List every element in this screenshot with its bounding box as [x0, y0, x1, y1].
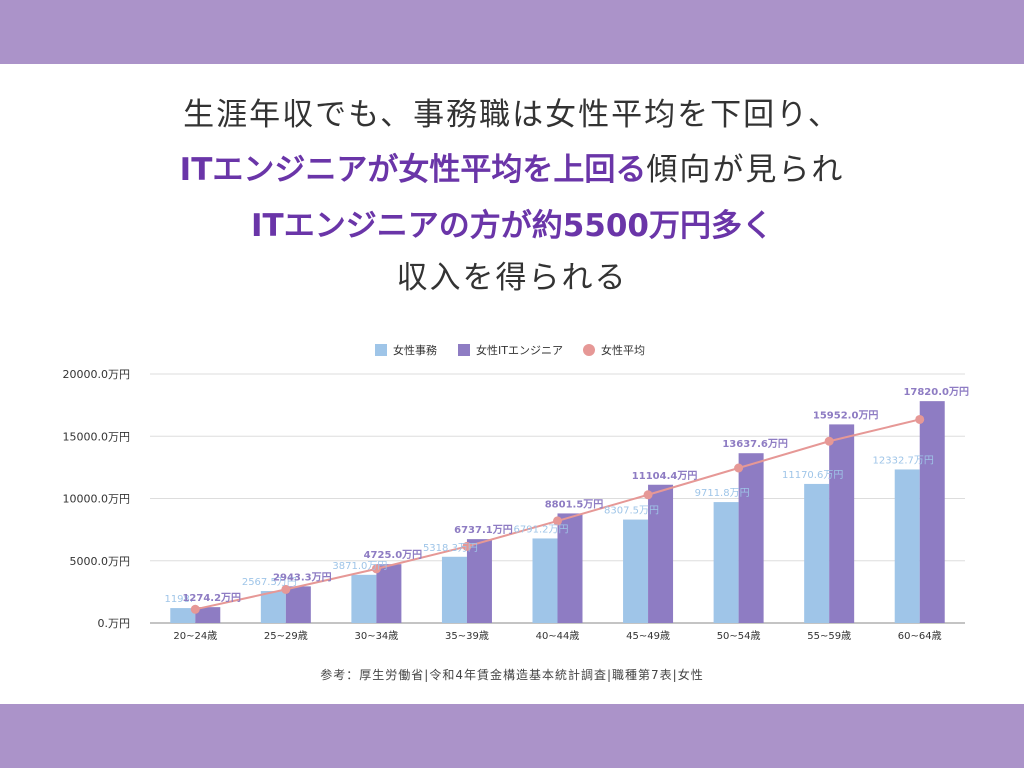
x-tick-label: 45~49歳	[626, 630, 670, 642]
legend-swatch	[583, 344, 595, 356]
top-banner	[0, 0, 1024, 64]
bar-office	[441, 556, 467, 623]
y-tick-label: 20000.0万円	[63, 368, 131, 381]
bar-office	[532, 538, 558, 623]
data-label-office: 11170.6万円	[782, 470, 843, 481]
bar-office	[170, 608, 196, 623]
data-label-it: 1274.2万円	[182, 592, 241, 604]
data-label-office: 12332.7万円	[873, 455, 934, 466]
bottom-banner	[0, 704, 1024, 768]
bar-it-engineer	[285, 586, 311, 623]
x-tick-label: 20~24歳	[173, 630, 217, 642]
x-tick-label: 50~54歳	[717, 630, 761, 642]
data-label-it: 11104.4万円	[632, 470, 698, 482]
data-label-it: 8801.5万円	[545, 498, 604, 510]
headline-line-3: ITエンジニアの方が約5500万円多く	[251, 208, 773, 244]
average-point	[462, 541, 472, 551]
bar-office	[351, 574, 377, 623]
data-label-it: 2943.3万円	[273, 571, 332, 583]
x-tick-label: 60~64歳	[898, 630, 942, 642]
data-label-it: 6737.1万円	[454, 524, 513, 536]
data-label-office: 1198.	[164, 594, 193, 605]
average-point	[915, 414, 925, 424]
average-point	[643, 490, 653, 500]
legend-swatch	[458, 344, 470, 356]
y-tick-label: 15000.0万円	[63, 430, 131, 443]
bar-it-engineer	[829, 424, 855, 623]
data-label-it: 15952.0万円	[813, 409, 879, 421]
data-label-office: 5318.3万円	[423, 543, 478, 554]
average-point	[371, 564, 381, 574]
legend-label: 女性平均	[601, 343, 645, 357]
headline-line-2: ITエンジニアが女性平均を上回る傾向が見られ	[0, 150, 1024, 190]
bar-it-engineer	[466, 539, 492, 623]
y-tick-label: 5000.0万円	[70, 555, 131, 568]
bar-office	[894, 469, 920, 623]
bar-it-engineer	[557, 513, 583, 623]
bar-it-engineer	[648, 484, 674, 623]
bar-office	[260, 591, 286, 623]
headline-line-4: 収入を得られる	[396, 260, 628, 296]
bar-it-engineer	[376, 564, 402, 623]
data-label-office: 6791.2万円	[514, 524, 569, 535]
x-tick-label: 35~39歳	[445, 630, 489, 642]
average-point	[553, 516, 562, 526]
x-tick-label: 55~59歳	[807, 630, 851, 642]
y-tick-label: 0.万円	[98, 617, 131, 630]
legend-label: 女性ITエンジニア	[476, 343, 563, 357]
legend-label: 女性事務	[393, 343, 437, 357]
bar-office	[804, 483, 830, 623]
headline-line-2-normal: 傾向が見られ	[646, 152, 845, 188]
bar-it-engineer	[195, 607, 221, 623]
bar-it-engineer	[738, 453, 764, 623]
headline-line-1: 生涯年収でも、事務職は女性平均を下回り、	[183, 97, 841, 133]
headline-line-2-highlight: ITエンジニアが女性平均を上回る	[179, 152, 647, 188]
average-point	[734, 463, 744, 473]
legend-swatch	[375, 344, 387, 356]
source-note: 参考：厚生労働省|令和4年賃金構造基本統計調査|職種第7表|女性	[320, 668, 704, 682]
x-tick-label: 30~34歳	[354, 630, 398, 642]
x-tick-label: 40~44歳	[536, 630, 580, 642]
average-point	[190, 604, 200, 614]
bar-office	[623, 519, 649, 623]
data-label-office: 3871.0万円	[332, 561, 387, 572]
bar-office	[713, 502, 739, 623]
data-label-office: 8307.5万円	[604, 506, 659, 517]
y-tick-label: 10000.0万円	[63, 493, 131, 506]
income-chart: 0.万円 5000.0万円 10000.0万円 15000.0万円 20000.0万円 2…	[63, 343, 969, 642]
data-label-it: 13637.6万円	[722, 438, 788, 450]
data-label-it: 4725.0万円	[364, 549, 423, 561]
x-tick-label: 25~29歳	[264, 630, 308, 642]
data-label-office: 2567.5万円	[242, 577, 297, 588]
average-point	[824, 436, 834, 446]
data-label-office: 9711.8万円	[695, 488, 750, 499]
average-point	[281, 584, 291, 594]
data-label-it: 17820.0万円	[903, 386, 969, 398]
bar-it-engineer	[919, 401, 945, 623]
